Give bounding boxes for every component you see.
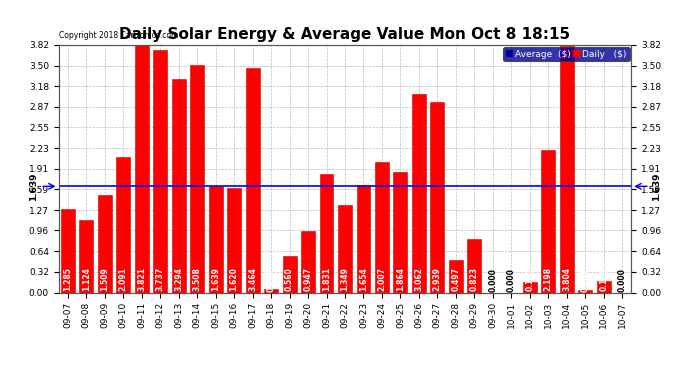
Text: 3.294: 3.294 [175,267,184,291]
Text: 1.639: 1.639 [651,172,660,201]
Text: 0.157: 0.157 [525,267,534,291]
Bar [560,46,573,292]
Bar [227,188,241,292]
Text: 0.947: 0.947 [304,267,313,291]
Bar [338,205,352,292]
Bar [319,174,333,292]
Text: 2.007: 2.007 [377,267,386,291]
Bar [467,239,481,292]
Bar [357,185,371,292]
Text: 0.000: 0.000 [506,268,515,292]
Bar [283,256,297,292]
Bar [209,186,223,292]
Bar [246,68,259,292]
Text: 0.000: 0.000 [489,268,497,292]
Bar [153,50,167,292]
Bar [597,281,611,292]
Bar [172,79,186,292]
Text: 1.124: 1.124 [82,267,91,291]
Text: 2.198: 2.198 [544,267,553,291]
Legend: Average  ($), Daily   ($): Average ($), Daily ($) [503,47,629,61]
Bar [98,195,112,292]
Text: 3.062: 3.062 [415,267,424,291]
Bar [117,157,130,292]
Bar [190,65,204,292]
Text: 0.497: 0.497 [451,267,460,291]
Text: 1.639: 1.639 [211,267,220,291]
Bar [264,289,278,292]
Text: 2.091: 2.091 [119,267,128,291]
Text: 2.939: 2.939 [433,267,442,291]
Bar [578,291,592,292]
Bar [79,220,93,292]
Bar [301,231,315,292]
Text: 0.000: 0.000 [618,268,627,292]
Text: 3.464: 3.464 [248,267,257,291]
Bar [541,150,555,292]
Text: 0.560: 0.560 [285,267,294,291]
Bar [393,172,407,292]
Text: 0.052: 0.052 [266,268,275,292]
Text: 1.285: 1.285 [63,267,72,291]
Bar [449,260,463,292]
Title: Daily Solar Energy & Average Value Mon Oct 8 18:15: Daily Solar Energy & Average Value Mon O… [119,27,571,42]
Text: 3.821: 3.821 [137,267,146,291]
Text: 3.804: 3.804 [562,267,571,291]
Text: 1.864: 1.864 [396,267,405,291]
Text: 1.349: 1.349 [340,267,350,291]
Bar [135,45,149,292]
Bar [61,209,75,292]
Text: 0.031: 0.031 [581,268,590,292]
Text: 1.831: 1.831 [322,267,331,291]
Text: 1.654: 1.654 [359,267,368,291]
Bar [412,94,426,292]
Text: 0.823: 0.823 [470,267,479,291]
Text: 1.509: 1.509 [100,267,109,291]
Bar [375,162,389,292]
Text: 3.508: 3.508 [193,267,201,291]
Text: 1.620: 1.620 [230,267,239,291]
Text: 0.175: 0.175 [599,267,608,291]
Bar [431,102,444,292]
Text: Copyright 2018 Cartronics.com: Copyright 2018 Cartronics.com [59,31,178,40]
Text: 1.639: 1.639 [30,172,39,201]
Text: 3.737: 3.737 [156,267,165,291]
Bar [523,282,537,292]
